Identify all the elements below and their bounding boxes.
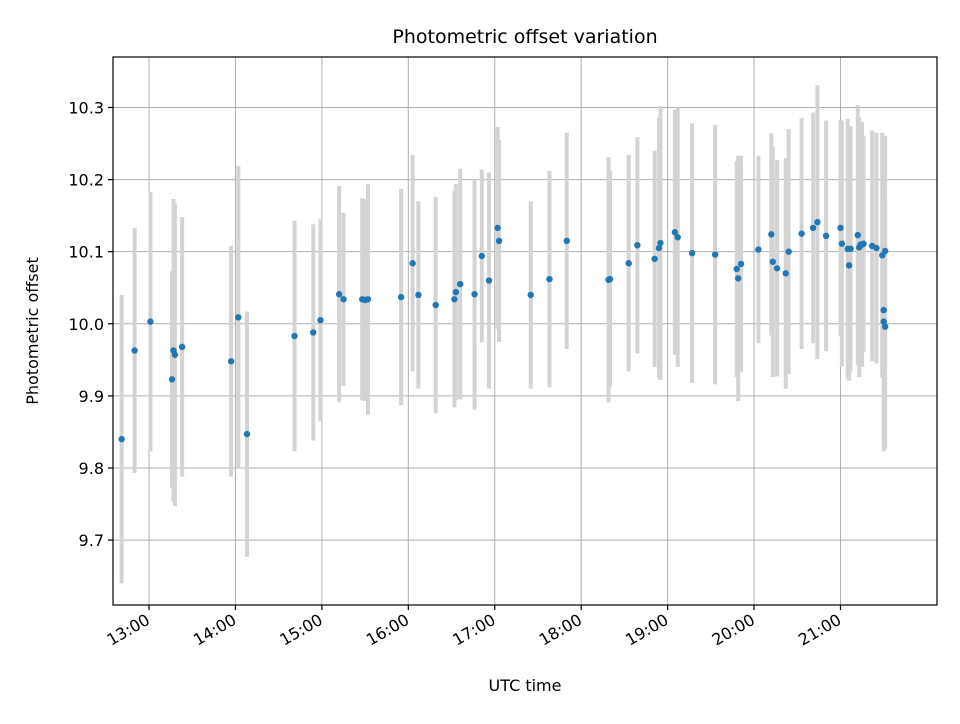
data-point: [546, 275, 553, 283]
data-point: [671, 229, 679, 236]
data-point: [118, 435, 125, 443]
data-point: [494, 224, 501, 232]
data-point: [674, 234, 681, 241]
data-point: [291, 332, 298, 340]
y-tick-label: 9.7: [79, 531, 104, 550]
data-point: [860, 240, 867, 247]
data-point: [625, 260, 632, 267]
data-point: [456, 280, 464, 288]
data-point: [735, 275, 742, 282]
data-point: [317, 316, 324, 324]
data-point: [147, 318, 154, 325]
data-point: [227, 358, 235, 365]
data-point: [837, 224, 844, 232]
plot-frame: [112, 56, 938, 606]
data-point: [171, 351, 179, 358]
data-point: [768, 231, 775, 238]
y-tick-label: 10.2: [68, 171, 104, 190]
data-point: [711, 251, 719, 258]
data-point: [657, 239, 664, 247]
data-point: [809, 224, 817, 232]
data-point: [485, 277, 493, 284]
data-point: [235, 314, 242, 321]
data-point: [873, 244, 880, 252]
data-point: [838, 240, 846, 247]
data-point: [563, 237, 570, 245]
data-point: [335, 291, 343, 298]
y-tick-label: 10.3: [68, 98, 104, 117]
data-point: [651, 255, 658, 263]
data-point: [847, 245, 854, 252]
data-point: [880, 306, 887, 314]
data-point: [755, 246, 762, 253]
data-point: [798, 230, 805, 237]
y-tick-label: 10.0: [68, 315, 104, 334]
data-point: [243, 430, 251, 438]
data-point: [881, 323, 889, 330]
data-point: [822, 232, 830, 240]
data-point: [854, 231, 861, 239]
data-point: [452, 288, 460, 296]
data-point: [814, 218, 821, 226]
data-point: [178, 343, 186, 351]
data-point: [773, 265, 781, 272]
data-point: [397, 293, 405, 301]
data-point: [527, 291, 534, 299]
data-point: [495, 237, 503, 245]
data-point: [634, 241, 641, 249]
data-point: [168, 376, 176, 383]
chart-title: Photometric offset variation: [392, 26, 657, 48]
data-point: [785, 248, 792, 255]
y-tick-label: 9.8: [79, 459, 104, 478]
data-point: [880, 318, 887, 325]
data-point: [606, 275, 614, 283]
data-point: [688, 249, 696, 257]
data-point: [432, 301, 439, 309]
y-axis-label: Photometric offset: [23, 257, 42, 405]
data-point: [471, 291, 478, 298]
x-axis-label: UTC time: [489, 676, 562, 695]
data-points: [118, 218, 889, 443]
data-point: [340, 296, 347, 303]
data-point: [782, 270, 789, 277]
data-point: [415, 291, 422, 299]
data-point: [655, 244, 663, 252]
data-point: [310, 329, 317, 336]
y-tick-label: 9.9: [79, 387, 104, 406]
y-axis: 9.7 9.8 9.9 10.0 10.1 10.2 10.3: [68, 98, 113, 550]
data-point: [769, 258, 776, 265]
data-point: [451, 296, 458, 303]
data-point: [364, 296, 372, 303]
data-point: [409, 260, 416, 267]
data-point: [737, 260, 745, 268]
data-point: [733, 265, 740, 273]
y-tick-label: 10.1: [68, 243, 104, 262]
data-point: [478, 252, 485, 260]
data-point: [881, 247, 889, 255]
data-point: [845, 262, 853, 269]
data-point: [131, 347, 138, 354]
